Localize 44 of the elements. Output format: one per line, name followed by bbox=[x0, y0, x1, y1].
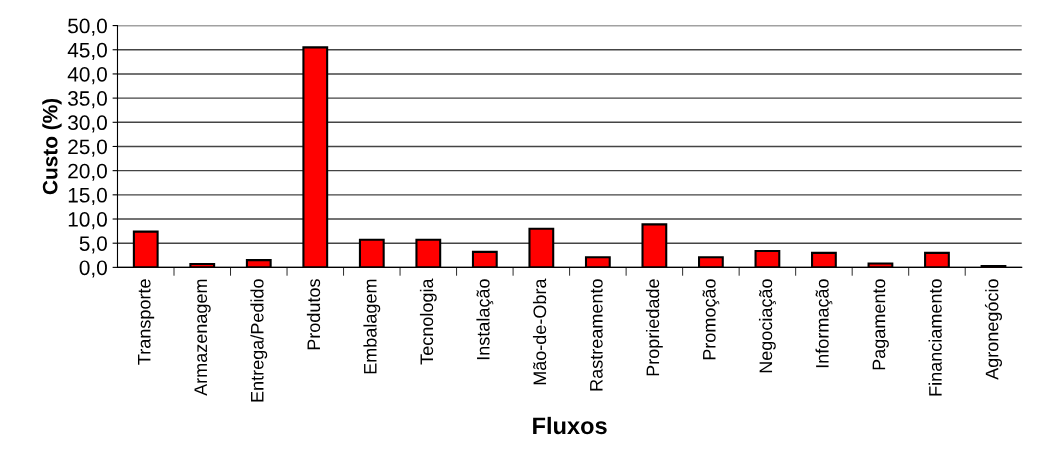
y-tick-label: 35,0 bbox=[68, 91, 107, 109]
y-tick-label: 30,0 bbox=[68, 115, 107, 133]
bar bbox=[471, 250, 498, 268]
x-tick-label: Propriedade bbox=[645, 279, 663, 376]
bar bbox=[754, 249, 781, 268]
x-tick-label: Agronegócio bbox=[984, 279, 1002, 380]
bar bbox=[358, 238, 385, 268]
y-tick-label: 10,0 bbox=[68, 212, 107, 230]
x-tick-label: Mão-de-Obra bbox=[532, 278, 547, 385]
bar bbox=[924, 251, 950, 268]
y-tick-label: 0,0 bbox=[79, 260, 107, 278]
x-tick-label: Negociação bbox=[758, 279, 776, 373]
x-axis-title: Fluxos bbox=[533, 416, 607, 435]
bar bbox=[867, 262, 894, 268]
x-tick-label: Pagamento bbox=[872, 279, 889, 370]
bar bbox=[811, 251, 837, 268]
bar bbox=[415, 238, 442, 268]
y-tick-label: 25,0 bbox=[68, 139, 107, 157]
y-tick-label: 40,0 bbox=[67, 66, 107, 85]
x-tick-label: Produtos bbox=[306, 279, 321, 350]
y-axis-title: Custo (%) bbox=[42, 98, 62, 195]
y-tick-label: 20,0 bbox=[68, 163, 107, 181]
x-tick-label: Embalagem bbox=[363, 279, 381, 374]
bar bbox=[697, 256, 724, 268]
x-tick-label: Financiamento bbox=[928, 279, 942, 396]
x-tick-label: Instalação bbox=[476, 279, 494, 360]
y-tick-label: 15,0 bbox=[68, 187, 107, 206]
x-tick-label: Promoção bbox=[702, 279, 720, 360]
bar bbox=[641, 223, 668, 268]
bar bbox=[245, 259, 272, 268]
x-tick-label: Transporte bbox=[137, 279, 155, 365]
y-tick-label: 50,0 bbox=[68, 18, 107, 36]
x-tick-label: Armazenagem bbox=[194, 279, 211, 396]
x-tick-label: Entrega/Pedido bbox=[250, 279, 268, 402]
y-tick-label: 45,0 bbox=[67, 42, 107, 60]
bar bbox=[132, 230, 159, 268]
bar bbox=[528, 227, 555, 268]
bar bbox=[584, 256, 611, 268]
x-tick-label: Rastreamento bbox=[590, 279, 603, 391]
y-tick-label: 5,0 bbox=[79, 236, 107, 254]
bar bbox=[189, 262, 216, 268]
bar bbox=[302, 46, 329, 268]
x-tick-label: Informação bbox=[815, 279, 833, 368]
x-tick-label: Tecnologia bbox=[419, 278, 437, 365]
